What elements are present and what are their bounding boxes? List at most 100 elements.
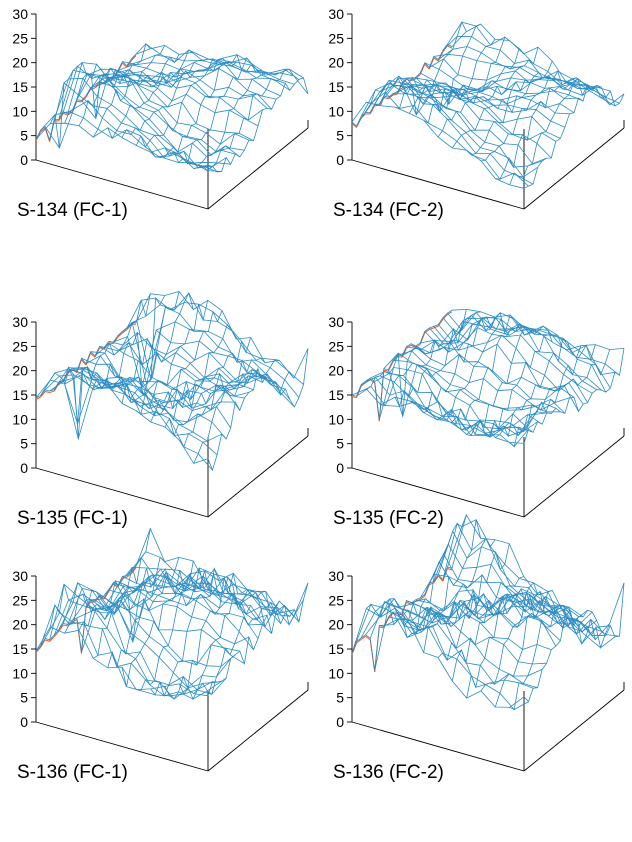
z-tick-label: 5 bbox=[20, 436, 28, 452]
surface-mesh-line bbox=[45, 375, 217, 455]
surface-mesh-line bbox=[165, 358, 265, 435]
surface-mesh-line bbox=[370, 602, 542, 676]
panel-label: S-134 (FC-2) bbox=[333, 200, 444, 222]
z-tick-label: 0 bbox=[20, 714, 28, 730]
surface-mesh bbox=[36, 44, 308, 172]
surface-mesh-line bbox=[352, 102, 524, 188]
z-tick-label: 10 bbox=[328, 103, 344, 119]
surface-mesh-line bbox=[82, 68, 254, 141]
surface-underside-line bbox=[402, 602, 407, 615]
base-edge-right bbox=[524, 436, 624, 517]
surface-plot: 0 5 10 15 20 25 30 bbox=[0, 0, 316, 280]
z-tick-label: 20 bbox=[12, 55, 28, 71]
surface-underside-line bbox=[370, 106, 375, 114]
z-tick-label: 15 bbox=[328, 79, 344, 95]
z-tick-label: 0 bbox=[336, 714, 344, 730]
surface-plot: 0 5 10 15 20 25 30 bbox=[0, 562, 316, 842]
surface-mesh-line bbox=[388, 365, 560, 417]
panel-label: S-136 (FC-1) bbox=[17, 762, 128, 784]
surface-mesh-line bbox=[59, 70, 231, 164]
z-tick-label: 15 bbox=[12, 79, 28, 95]
z-tick-label: 15 bbox=[12, 387, 28, 403]
z-tick-label: 0 bbox=[20, 152, 28, 168]
z-tick-label: 5 bbox=[20, 128, 28, 144]
base-edge-right bbox=[524, 128, 624, 209]
surface-underside-line bbox=[77, 360, 82, 373]
surface-panel: 0 5 10 15 20 25 30 S-135 (FC-2) bbox=[316, 308, 632, 588]
z-tick-label: 20 bbox=[328, 363, 344, 379]
z-tick-label: 20 bbox=[328, 55, 344, 71]
z-tick-label: 30 bbox=[328, 568, 344, 584]
z-tick-label: 25 bbox=[328, 338, 344, 354]
z-tick-label: 0 bbox=[20, 460, 28, 476]
surface-mesh-line bbox=[524, 348, 624, 443]
panel-label: S-135 (FC-1) bbox=[17, 508, 128, 530]
surface-mesh-line bbox=[429, 554, 601, 631]
surface-mesh-line bbox=[481, 338, 581, 437]
surface-plot: 0 5 10 15 20 25 30 bbox=[316, 562, 632, 842]
z-tick-label: 10 bbox=[328, 411, 344, 427]
surface-mesh-line bbox=[36, 376, 208, 464]
surface-mesh-line bbox=[510, 350, 610, 447]
surface-underside-line bbox=[447, 568, 452, 569]
surface-mesh-line bbox=[208, 78, 308, 172]
surface-mesh-line bbox=[36, 123, 208, 168]
z-tick-label: 30 bbox=[328, 314, 344, 330]
z-tick-label: 25 bbox=[12, 338, 28, 354]
surface-panel: 0 5 10 15 20 25 30 S-136 (FC-1) bbox=[0, 562, 316, 842]
surface-underside-line bbox=[45, 392, 50, 393]
surface-mesh bbox=[352, 22, 624, 188]
z-tick-label: 5 bbox=[336, 690, 344, 706]
z-tick-label: 10 bbox=[12, 103, 28, 119]
z-tick-label: 20 bbox=[12, 617, 28, 633]
surface-mesh-line bbox=[443, 36, 615, 106]
z-tick-label: 30 bbox=[12, 6, 28, 22]
z-tick-label: 10 bbox=[12, 665, 28, 681]
z-tick-label: 25 bbox=[12, 30, 28, 46]
panel-label: S-135 (FC-2) bbox=[333, 508, 444, 530]
z-tick-label: 0 bbox=[336, 460, 344, 476]
surface-mesh bbox=[352, 309, 624, 446]
z-tick-label: 20 bbox=[12, 363, 28, 379]
base-edge-right bbox=[524, 690, 624, 771]
surface-panel: 0 5 10 15 20 25 30 S-136 (FC-2) bbox=[316, 562, 632, 842]
surface-mesh-line bbox=[122, 59, 222, 138]
z-tick-label: 20 bbox=[328, 617, 344, 633]
base-edge-right bbox=[208, 436, 308, 517]
surface-mesh-line bbox=[82, 358, 254, 402]
z-tick-label: 5 bbox=[336, 436, 344, 452]
base-edge-right bbox=[208, 690, 308, 771]
z-tick-label: 25 bbox=[12, 592, 28, 608]
surface-mesh-line bbox=[379, 84, 551, 158]
surface-mesh-line bbox=[524, 85, 624, 188]
surface-underside-line bbox=[352, 396, 357, 397]
panel-label: S-136 (FC-2) bbox=[333, 762, 444, 784]
z-tick-label: 5 bbox=[336, 128, 344, 144]
surface-underside-line bbox=[384, 370, 389, 371]
surface-plot: 0 5 10 15 20 25 30 bbox=[316, 308, 632, 588]
surface-underside-line bbox=[63, 625, 68, 626]
surface-mesh-line bbox=[50, 294, 150, 424]
z-tick-label: 10 bbox=[12, 411, 28, 427]
z-tick-label: 30 bbox=[12, 568, 28, 584]
surface-mesh-line bbox=[402, 348, 574, 400]
surface-underside-line bbox=[50, 391, 55, 392]
z-tick-label: 25 bbox=[328, 30, 344, 46]
surface-mesh-line bbox=[54, 367, 226, 439]
surface-underside-line bbox=[77, 101, 82, 102]
z-tick-label: 5 bbox=[20, 690, 28, 706]
surface-mesh-line bbox=[398, 351, 570, 410]
surface-underside-line bbox=[379, 627, 384, 628]
surface-mesh-line bbox=[63, 66, 235, 156]
z-tick-label: 15 bbox=[328, 641, 344, 657]
z-tick-label: 10 bbox=[328, 665, 344, 681]
z-tick-label: 15 bbox=[328, 387, 344, 403]
z-tick-label: 25 bbox=[328, 592, 344, 608]
z-tick-label: 15 bbox=[12, 641, 28, 657]
z-tick-label: 30 bbox=[12, 314, 28, 330]
surface-mesh-line bbox=[68, 63, 240, 157]
